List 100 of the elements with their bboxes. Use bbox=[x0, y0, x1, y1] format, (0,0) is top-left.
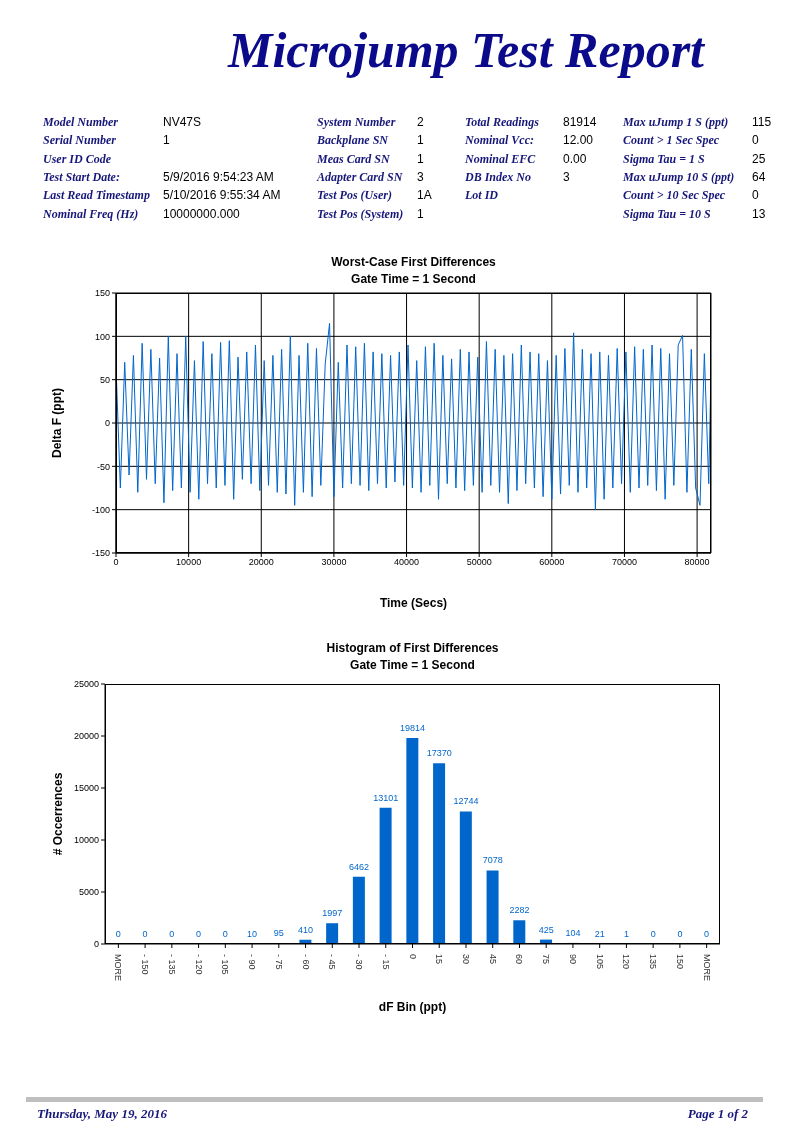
x-tick-label: - 30 bbox=[354, 954, 365, 970]
text: 2 bbox=[417, 115, 424, 129]
y-tick-label: 5000 bbox=[78, 887, 99, 898]
x-tick-label: 30000 bbox=[321, 557, 347, 568]
data-label: 21 bbox=[594, 928, 605, 939]
x-tick-label: 60 bbox=[514, 954, 525, 965]
text: 1 bbox=[417, 206, 424, 221]
x-tick-label: - 150 bbox=[140, 954, 151, 975]
data-label: 10 bbox=[247, 928, 258, 939]
data-label: 425 bbox=[538, 924, 554, 935]
y-tick-label: 150 bbox=[94, 288, 110, 299]
text: Serial Number bbox=[43, 133, 117, 148]
text: Sigma Tau = 1 S bbox=[623, 151, 705, 166]
data-label: 19814 bbox=[399, 722, 426, 733]
text: Microjump Test Report bbox=[228, 22, 704, 78]
text: Backplane SN bbox=[317, 133, 389, 148]
data-label: 0 bbox=[169, 929, 175, 939]
x-axis-title: Time (Secs) bbox=[379, 596, 448, 610]
data-label: 0 bbox=[650, 929, 656, 939]
text: Meas Card SN bbox=[317, 151, 390, 166]
x-tick-label: 75 bbox=[541, 954, 552, 965]
text: Nominal Vcc: bbox=[465, 133, 534, 148]
x-tick-label: 10000 bbox=[176, 557, 202, 568]
x-tick-label: - 60 bbox=[300, 954, 311, 970]
x-tick-label: 15 bbox=[434, 954, 445, 965]
text: 10000000.000 bbox=[163, 206, 240, 221]
text: Test Pos (System) bbox=[317, 206, 404, 221]
y-tick-label: 10000 bbox=[73, 835, 99, 846]
data-label: 1997 bbox=[322, 908, 343, 919]
x-tick-label: - 120 bbox=[193, 954, 204, 975]
x-tick-label: 60000 bbox=[539, 557, 565, 568]
data-label: 13101 bbox=[373, 792, 399, 803]
text: 1 bbox=[417, 133, 424, 148]
y-tick-label: 50 bbox=[99, 374, 110, 385]
text: 1A bbox=[417, 188, 432, 203]
text: Model Number bbox=[43, 115, 118, 129]
x-axis-title: dF Bin (ppt) bbox=[378, 1000, 447, 1014]
text: User ID Code bbox=[43, 151, 111, 166]
x-tick-label: - 45 bbox=[327, 954, 338, 970]
y-tick-label: -150 bbox=[91, 548, 110, 559]
data-label: 0 bbox=[196, 929, 202, 939]
text: 0 bbox=[752, 188, 759, 203]
y-axis-title: Delta F (ppt) bbox=[50, 388, 64, 458]
data-label: 1 bbox=[623, 928, 629, 939]
text: 1 bbox=[163, 133, 170, 148]
x-tick-label: 90 bbox=[567, 954, 578, 965]
y-tick-label: 0 bbox=[104, 418, 110, 429]
text: Total Readings bbox=[465, 115, 539, 129]
data-label: 17370 bbox=[426, 748, 452, 759]
text: Nominal EFC bbox=[465, 151, 536, 166]
chart-title: Worst-Case First Differences bbox=[331, 255, 496, 269]
text: Adapter Card SN bbox=[317, 169, 403, 184]
x-tick-label: - 105 bbox=[220, 954, 231, 975]
x-tick-label: - 135 bbox=[166, 954, 177, 975]
data-label: 0 bbox=[142, 929, 148, 939]
data-label: 12744 bbox=[453, 796, 479, 807]
text: NV47S bbox=[163, 115, 202, 129]
x-tick-label: - 15 bbox=[380, 954, 391, 970]
x-tick-label: 30 bbox=[460, 954, 471, 965]
text: Thursday, May 19, 2016 bbox=[37, 1106, 167, 1122]
y-axis-title: # Occerrences bbox=[51, 772, 65, 856]
data-label: 410 bbox=[298, 924, 314, 935]
data-label: 0 bbox=[115, 929, 121, 939]
text: 0.00 bbox=[563, 151, 587, 166]
text: Page 1 of 2 bbox=[687, 1106, 748, 1122]
y-tick-label: 100 bbox=[94, 331, 110, 342]
x-tick-label: 45 bbox=[487, 954, 498, 965]
text: 5/10/2016 9:55:34 AM bbox=[163, 188, 281, 203]
text: Last Read Timestamp bbox=[43, 188, 150, 203]
data-label: 0 bbox=[704, 929, 710, 939]
chart-title: Histogram of First Differences bbox=[326, 641, 499, 655]
y-tick-label: -100 bbox=[91, 504, 110, 515]
text: Lot ID bbox=[465, 188, 498, 203]
data-label: 95 bbox=[273, 928, 284, 938]
x-tick-label: 50000 bbox=[466, 557, 492, 568]
x-tick-label: - 75 bbox=[273, 954, 284, 970]
data-label: 104 bbox=[565, 927, 581, 938]
x-tick-label: 80000 bbox=[684, 557, 710, 568]
x-tick-label: 40000 bbox=[394, 557, 420, 568]
data-label: 0 bbox=[677, 929, 683, 939]
text: Count > 10 Sec Spec bbox=[623, 188, 726, 203]
text: 3 bbox=[563, 169, 570, 184]
data-label: 7078 bbox=[482, 855, 503, 866]
text: 1 bbox=[417, 151, 424, 166]
text: Max uJump 1 S (ppt) bbox=[623, 115, 729, 129]
text: 12.00 bbox=[563, 133, 594, 148]
y-tick-label: -50 bbox=[96, 461, 110, 472]
y-tick-label: 20000 bbox=[73, 731, 99, 742]
text: 115 bbox=[752, 115, 772, 129]
x-tick-label: 105 bbox=[594, 954, 605, 970]
data-label: 2282 bbox=[509, 905, 530, 916]
x-tick-label: MORE bbox=[701, 954, 712, 981]
text: DB Index No bbox=[465, 169, 532, 184]
text: 3 bbox=[417, 169, 424, 184]
text: 13 bbox=[752, 206, 766, 221]
x-tick-label: - 90 bbox=[247, 954, 258, 970]
text: 64 bbox=[752, 169, 766, 184]
text: Max uJump 10 S (ppt) bbox=[623, 169, 735, 184]
text: Test Start Date: bbox=[43, 169, 120, 184]
chart-subtitle: Gate Time = 1 Second bbox=[350, 658, 475, 672]
